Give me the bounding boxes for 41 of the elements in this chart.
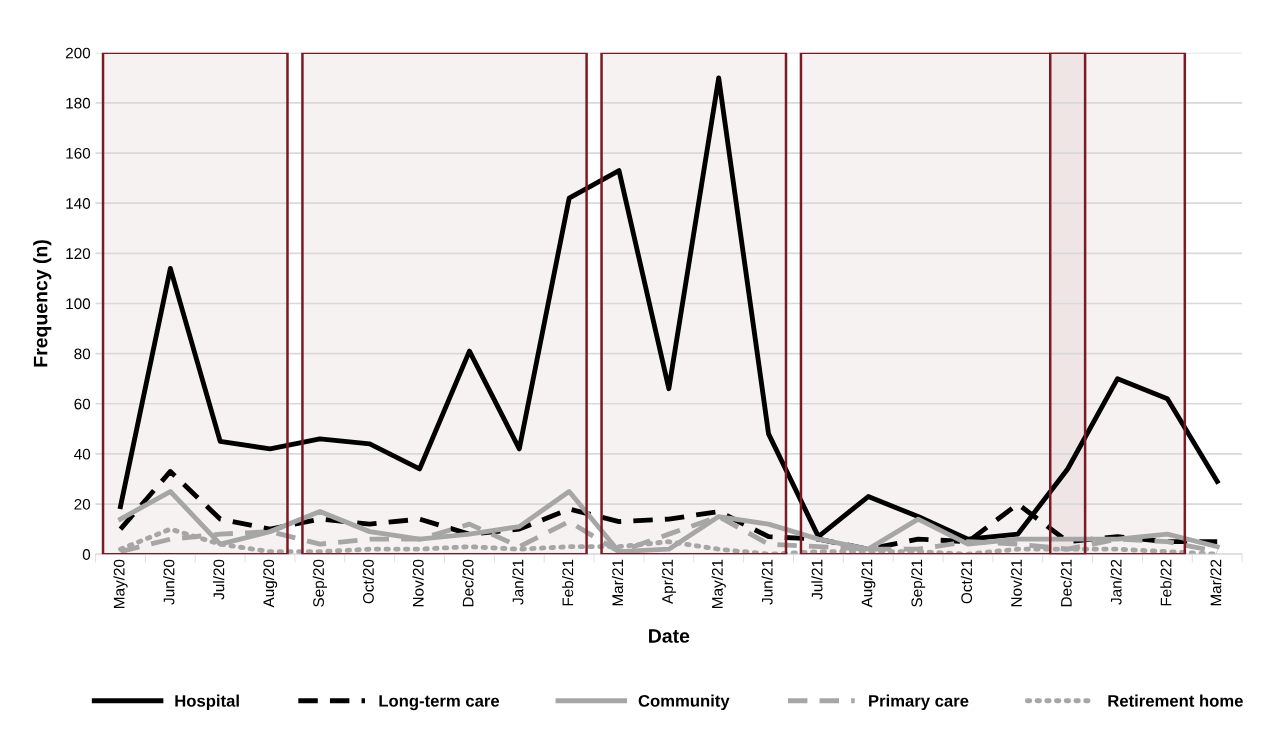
x-tick-label: Aug/21 <box>861 559 876 608</box>
x-tick-label: Oct/20 <box>362 559 374 604</box>
y-tick-label: 20 <box>74 498 91 510</box>
y-tick-label: 160 <box>66 147 91 159</box>
legend-label: Hospital <box>175 694 239 711</box>
y-tick-label: 0 <box>82 549 91 560</box>
x-axis-title: Date <box>649 629 690 643</box>
y-tick-label: 140 <box>66 198 91 209</box>
x-tick-label: Jun/21 <box>761 559 773 605</box>
y-tick-label: 60 <box>74 398 91 410</box>
x-tick-label: Nov/21 <box>1010 559 1022 607</box>
x-tick-label: Feb/22 <box>1160 559 1172 606</box>
x-tick-label: Apr/21 <box>661 559 676 605</box>
x-tick-label: Sep/21 <box>910 559 926 607</box>
x-tick-label: Aug/20 <box>262 559 278 608</box>
x-tick-label: Jul/21 <box>811 559 823 600</box>
y-tick-label: 180 <box>66 97 91 109</box>
x-tick-label: Jun/20 <box>163 559 175 605</box>
x-tick-label: Jan/21 <box>512 559 524 605</box>
legend-label: Retirement home <box>1108 694 1243 707</box>
y-tick-label: 100 <box>66 298 91 310</box>
x-tick-label: Oct/21 <box>960 559 973 604</box>
y-tick-label: 40 <box>74 448 91 460</box>
x-tick-label: Nov/20 <box>412 559 424 607</box>
x-tick-label: Jul/20 <box>213 559 225 600</box>
legend-label: Long-term care <box>379 695 500 711</box>
legend-label: Community <box>638 694 730 711</box>
x-tick-label: Jan/22 <box>1110 559 1122 605</box>
x-tick-label: Dec/21 <box>1060 559 1072 607</box>
y-tick-label: 120 <box>66 248 91 260</box>
x-tick-label: Sep/20 <box>312 559 328 607</box>
legend-label: Primary care <box>869 694 969 711</box>
y-axis-title: Frequency (n) <box>33 240 52 367</box>
x-tick-label: Dec/20 <box>462 559 474 607</box>
y-tick-label: 80 <box>74 348 91 360</box>
y-tick-label: 200 <box>65 47 91 59</box>
x-tick-label: Mar/22 <box>1210 559 1222 606</box>
x-tick-label: May/20 <box>113 559 128 608</box>
x-tick-label: Mar/21 <box>611 559 624 606</box>
x-tick-label: May/21 <box>711 559 726 608</box>
x-tick-label: Feb/21 <box>562 559 574 606</box>
